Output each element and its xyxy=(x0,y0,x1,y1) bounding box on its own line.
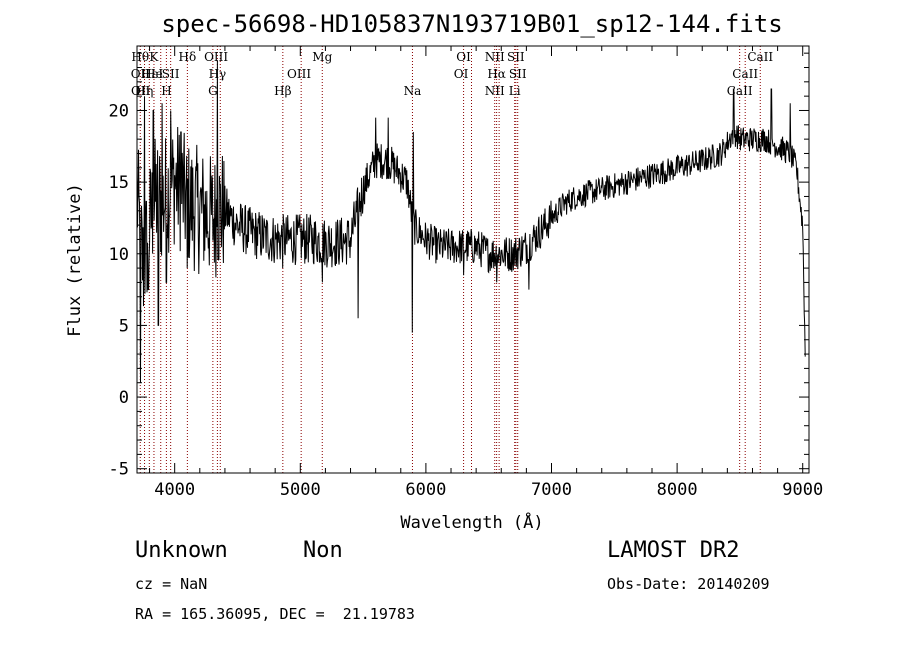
chart-title: spec-56698-HD105837N193719B01_sp12-144.f… xyxy=(161,10,782,38)
object-class: Unknown xyxy=(135,538,228,563)
line-label-0: Hθ xyxy=(131,50,149,64)
line-label-27: CaII xyxy=(732,67,758,81)
x-axis-label: Wavelength (Å) xyxy=(400,511,543,533)
x-tick-label-0: 4000 xyxy=(154,480,195,500)
line-label-25: Li xyxy=(509,84,521,98)
y-tick-label-5: 20 xyxy=(109,101,129,121)
x-tick-label-5: 9000 xyxy=(782,480,823,500)
line-label-6: He xyxy=(145,67,163,81)
spectrum-line xyxy=(136,60,806,383)
line-label-7: H xyxy=(161,84,171,98)
line-label-5: K xyxy=(149,50,159,64)
coordinates: RA = 165.36095, DEC = 21.19783 xyxy=(135,605,415,623)
line-label-11: OIII xyxy=(204,50,228,64)
x-axis-ticks: 4000 5000 6000 7000 8000 9000 xyxy=(149,46,823,500)
y-axis-label: Flux (relative) xyxy=(65,183,85,337)
x-tick-label-4: 8000 xyxy=(657,480,698,500)
line-label-9: SII xyxy=(162,67,180,81)
line-label-22: Hα xyxy=(487,67,506,81)
line-label-20: NII xyxy=(485,50,505,64)
line-label-16: Mg xyxy=(312,50,332,64)
line-label-14: Hβ xyxy=(274,84,291,98)
line-label-21: NII xyxy=(485,84,505,98)
plot-frame xyxy=(136,45,810,474)
y-tick-label-4: 15 xyxy=(109,173,129,193)
line-label-26: CaII xyxy=(747,50,773,64)
x-tick-label-1: 5000 xyxy=(280,480,321,500)
observation-date: Obs-Date: 20140209 xyxy=(607,575,770,593)
line-label-10: Hδ xyxy=(179,50,197,64)
line-label-2: OII xyxy=(131,84,151,98)
line-label-4: Hε xyxy=(141,67,158,81)
y-tick-label-1: 0 xyxy=(119,388,129,408)
line-label-8: I xyxy=(158,67,163,81)
x-tick-label-2: 6000 xyxy=(405,480,446,500)
line-label-24: SII xyxy=(509,67,527,81)
line-label-3: Hη xyxy=(136,84,154,98)
line-label-1: OII xyxy=(131,67,151,81)
y-tick-label-3: 10 xyxy=(109,245,129,265)
y-tick-label-0: -5 xyxy=(109,460,129,480)
line-label-28: CaII xyxy=(727,84,753,98)
line-label-19: OI xyxy=(454,67,469,81)
y-axis-ticks: -5 0 5 10 15 20 xyxy=(109,52,809,480)
object-subclass: Non xyxy=(303,538,343,563)
line-label-13: G xyxy=(208,84,218,98)
redshift-cz: cz = NaN xyxy=(135,575,208,593)
x-tick-label-3: 7000 xyxy=(531,480,572,500)
line-label-17: Na xyxy=(404,84,422,98)
line-label-15: OIII xyxy=(287,67,311,81)
line-label-23: SII xyxy=(507,50,525,64)
survey-name: LAMOST DR2 xyxy=(607,538,740,563)
y-tick-label-2: 5 xyxy=(119,316,129,336)
line-label-18: OI xyxy=(456,50,471,64)
